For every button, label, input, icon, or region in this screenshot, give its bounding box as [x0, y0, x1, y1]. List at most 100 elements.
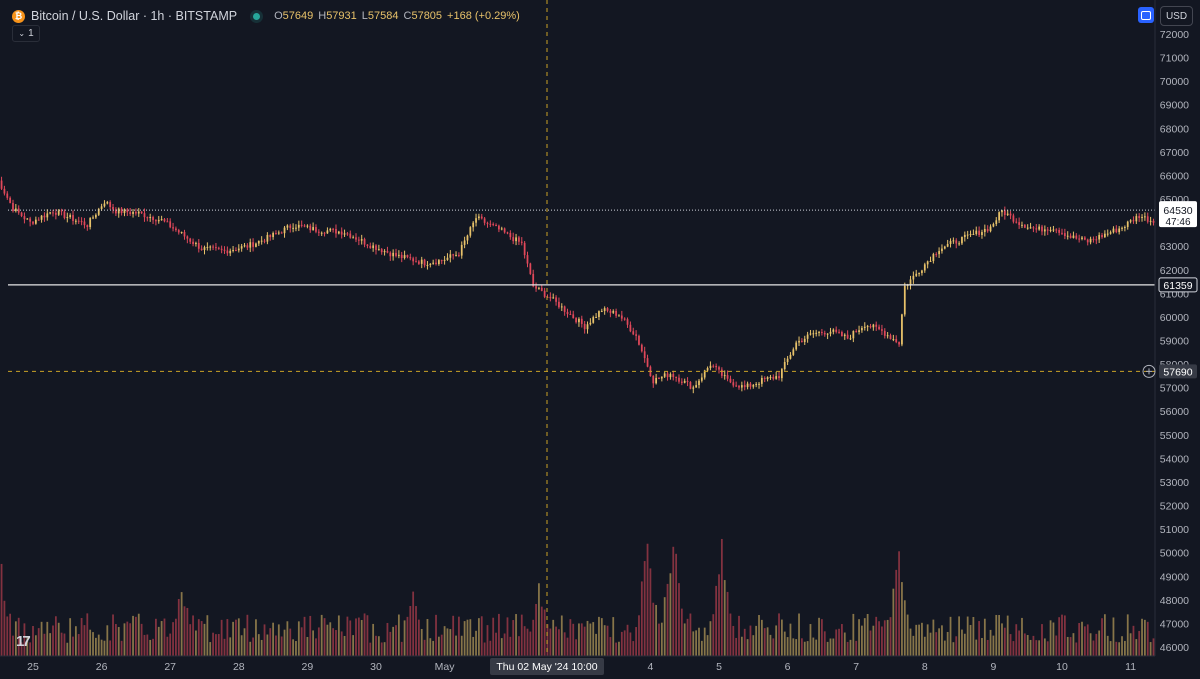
volume-bar	[1118, 642, 1121, 656]
candle-body	[1029, 227, 1032, 229]
candle-body	[935, 254, 938, 256]
volume-bar	[329, 622, 332, 656]
screenshot-button[interactable]	[1138, 7, 1154, 23]
volume-bar	[846, 641, 849, 656]
candle-body	[1135, 216, 1138, 222]
volume-bar	[1081, 621, 1083, 656]
symbol-title[interactable]: Bitcoin / U.S. Dollar · 1h · BITSTAMP	[31, 9, 238, 23]
candle-body	[878, 326, 880, 330]
market-status-icon[interactable]	[253, 12, 261, 20]
volume-bar	[686, 618, 689, 656]
volume-bar	[760, 619, 763, 656]
volume-bar	[1061, 614, 1063, 656]
candle-body	[532, 273, 535, 287]
volume-bar	[500, 638, 503, 656]
candle-body	[952, 240, 955, 242]
candle-body	[723, 375, 726, 377]
indicators-collapse-button[interactable]: ⌄ 1	[12, 25, 40, 42]
volume-bar	[1012, 641, 1015, 656]
candle-body	[272, 233, 274, 238]
volume-bar	[806, 641, 809, 656]
volume-bar	[798, 613, 800, 656]
candle-body	[132, 211, 134, 214]
volume-bar	[1089, 633, 1092, 656]
candle-body	[377, 249, 380, 251]
volume-bar	[1152, 638, 1155, 656]
candle-body	[249, 242, 252, 248]
candle-body	[941, 248, 943, 252]
volume-bar	[552, 619, 555, 656]
candle-body	[352, 237, 355, 239]
volume-bar	[126, 621, 129, 656]
volume-bar	[515, 614, 517, 656]
currency-button[interactable]: USD	[1160, 6, 1193, 26]
volume-bar	[1098, 630, 1101, 656]
volume-bar	[123, 623, 126, 656]
candle-body	[192, 241, 194, 244]
volume-bar	[1095, 633, 1098, 656]
candle-body	[255, 243, 257, 247]
candle-body	[606, 308, 609, 311]
candle-body	[769, 376, 772, 378]
candle-body	[983, 228, 986, 233]
candle-body	[415, 261, 417, 263]
candle-body	[578, 318, 580, 323]
volume-bar	[6, 616, 9, 656]
candle-body	[337, 231, 340, 234]
change-value: +168 (+0.29%)	[447, 10, 520, 22]
candle-body	[6, 193, 9, 198]
candle-body	[740, 385, 743, 388]
time-tick-label: 8	[922, 661, 928, 673]
volume-bar	[972, 617, 975, 656]
volume-bar	[715, 585, 718, 656]
volume-bar	[966, 616, 969, 656]
candle-body	[632, 331, 635, 335]
candle-body	[1066, 235, 1069, 237]
candle-body	[80, 221, 83, 223]
candle-body	[629, 324, 632, 332]
candle-body	[140, 211, 143, 214]
candle-body	[186, 236, 189, 239]
volume-bar	[706, 635, 709, 656]
candle-body	[712, 365, 715, 367]
volume-bar	[1038, 640, 1041, 656]
candle-body	[397, 254, 400, 256]
volume-bar	[77, 634, 80, 656]
candle-body	[1118, 228, 1121, 233]
time-axis[interactable]: 25 26 27 28 29 30 May 4 5 6 7 8 9 10 11	[0, 655, 1155, 673]
candle-body	[961, 237, 963, 244]
volume-bar	[400, 641, 403, 656]
candle-body	[472, 222, 475, 228]
candle-body	[886, 335, 889, 337]
candle-body	[506, 232, 509, 234]
volume-bar	[92, 632, 94, 656]
volume-bar	[738, 615, 740, 656]
candle-body	[866, 326, 869, 328]
candle-body	[86, 225, 89, 227]
candle-body	[695, 385, 698, 388]
price-tick-label: 46000	[1160, 642, 1189, 654]
volume-bar	[518, 636, 520, 656]
volume-bar	[529, 631, 532, 656]
candle-body	[495, 224, 497, 226]
volume-bar	[726, 591, 729, 656]
candle-body	[483, 218, 486, 223]
price-lines	[8, 0, 1155, 656]
volume-bar	[120, 640, 123, 656]
candle-body	[320, 232, 323, 234]
volume-bar	[315, 638, 317, 656]
candle-body	[303, 225, 306, 227]
price-axis[interactable]: 46000 47000 48000 49000 50000 51000 52000 53000…	[1154, 0, 1200, 679]
candle-body	[809, 333, 812, 335]
candle-body	[246, 245, 249, 248]
volume-bar	[598, 616, 600, 656]
volume-bar	[237, 618, 240, 656]
volume-bar	[743, 628, 746, 656]
volume-bar	[1115, 641, 1118, 656]
volume-bar	[543, 609, 546, 656]
candle-body	[372, 245, 375, 249]
candle-body	[343, 233, 346, 235]
time-tick-label: 11	[1125, 661, 1136, 673]
candle-body	[995, 220, 998, 224]
